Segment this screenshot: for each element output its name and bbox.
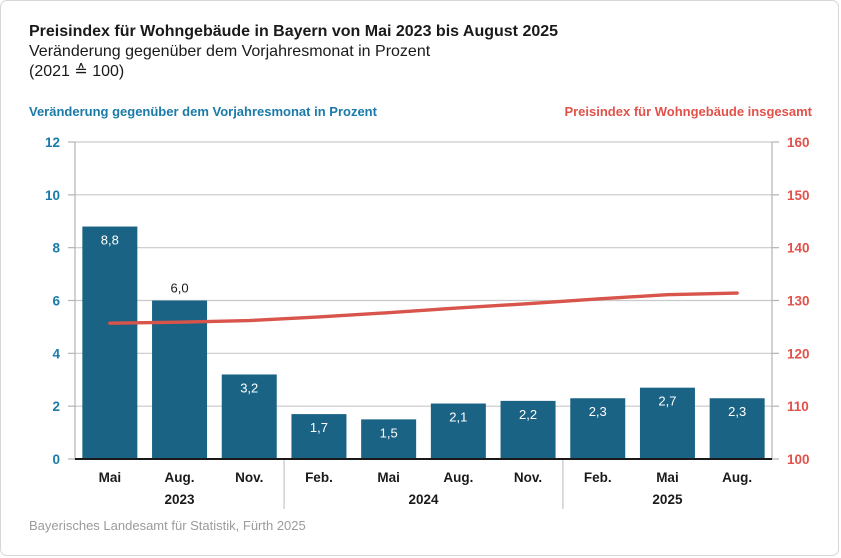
left-tick-label: 4 — [52, 346, 60, 361]
month-label: Nov. — [235, 470, 263, 485]
month-label: Mai — [377, 470, 400, 485]
right-tick-label: 160 — [787, 135, 810, 150]
right-tick-label: 120 — [787, 346, 810, 361]
left-tick-label: 2 — [52, 399, 60, 414]
bar — [291, 414, 347, 459]
chart-base-note: (2021 ≙ 100) — [29, 63, 125, 80]
axis-legend-row: Veränderung gegenüber dem Vorjahresmonat… — [29, 104, 812, 119]
bar — [709, 398, 765, 459]
left-tick-label: 0 — [52, 452, 60, 467]
year-label: 2024 — [408, 492, 439, 507]
year-label: 2023 — [165, 492, 196, 507]
month-label: Aug. — [165, 470, 195, 485]
chart-subtitle: Veränderung gegenüber dem Vorjahresmonat… — [29, 43, 431, 60]
right-tick-label: 140 — [787, 241, 810, 256]
bar-value-label: 2,3 — [728, 404, 746, 419]
bar — [500, 400, 556, 459]
right-tick-label: 130 — [787, 294, 810, 309]
bar — [221, 374, 277, 459]
bar-value-label: 2,7 — [658, 394, 676, 409]
year-label: 2025 — [652, 492, 683, 507]
right-axis-legend: Preisindex für Wohngebäude insgesamt — [564, 104, 812, 119]
bar-value-label: 1,5 — [380, 425, 398, 440]
bar — [361, 419, 417, 459]
chart-title: Preisindex für Wohngebäude in Bayern von… — [29, 23, 559, 40]
left-tick-label: 10 — [45, 188, 60, 203]
right-tick-label: 150 — [787, 188, 810, 203]
month-label: Mai — [99, 470, 122, 485]
bar — [152, 300, 208, 459]
bar-value-label: 1,7 — [310, 420, 328, 435]
month-label: Feb. — [584, 470, 612, 485]
source-note: Bayerisches Landesamt für Statistik, Für… — [29, 518, 306, 533]
bar — [430, 403, 486, 459]
bar — [570, 398, 626, 459]
right-tick-label: 110 — [787, 399, 809, 414]
bar — [639, 387, 695, 459]
month-label: Feb. — [305, 470, 333, 485]
bar-value-label: 2,2 — [519, 407, 537, 422]
left-axis-legend: Veränderung gegenüber dem Vorjahresmonat… — [29, 104, 377, 119]
bar-value-label: 2,3 — [589, 404, 607, 419]
bar-value-label: 6,0 — [171, 281, 189, 296]
bar-value-label: 3,2 — [240, 380, 258, 395]
bar-value-label: 8,8 — [101, 233, 119, 248]
bar — [82, 226, 138, 459]
month-label: Aug. — [722, 470, 752, 485]
left-tick-label: 12 — [45, 135, 60, 150]
left-tick-label: 6 — [52, 294, 60, 309]
month-label: Aug. — [443, 470, 473, 485]
chart-header: Preisindex für Wohngebäude in Bayern von… — [29, 21, 558, 82]
month-label: Nov. — [514, 470, 542, 485]
index-line — [108, 291, 739, 325]
right-tick-label: 100 — [787, 452, 810, 467]
month-label: Mai — [656, 470, 679, 485]
left-tick-label: 8 — [52, 241, 60, 256]
bar-value-label: 2,1 — [449, 410, 467, 425]
